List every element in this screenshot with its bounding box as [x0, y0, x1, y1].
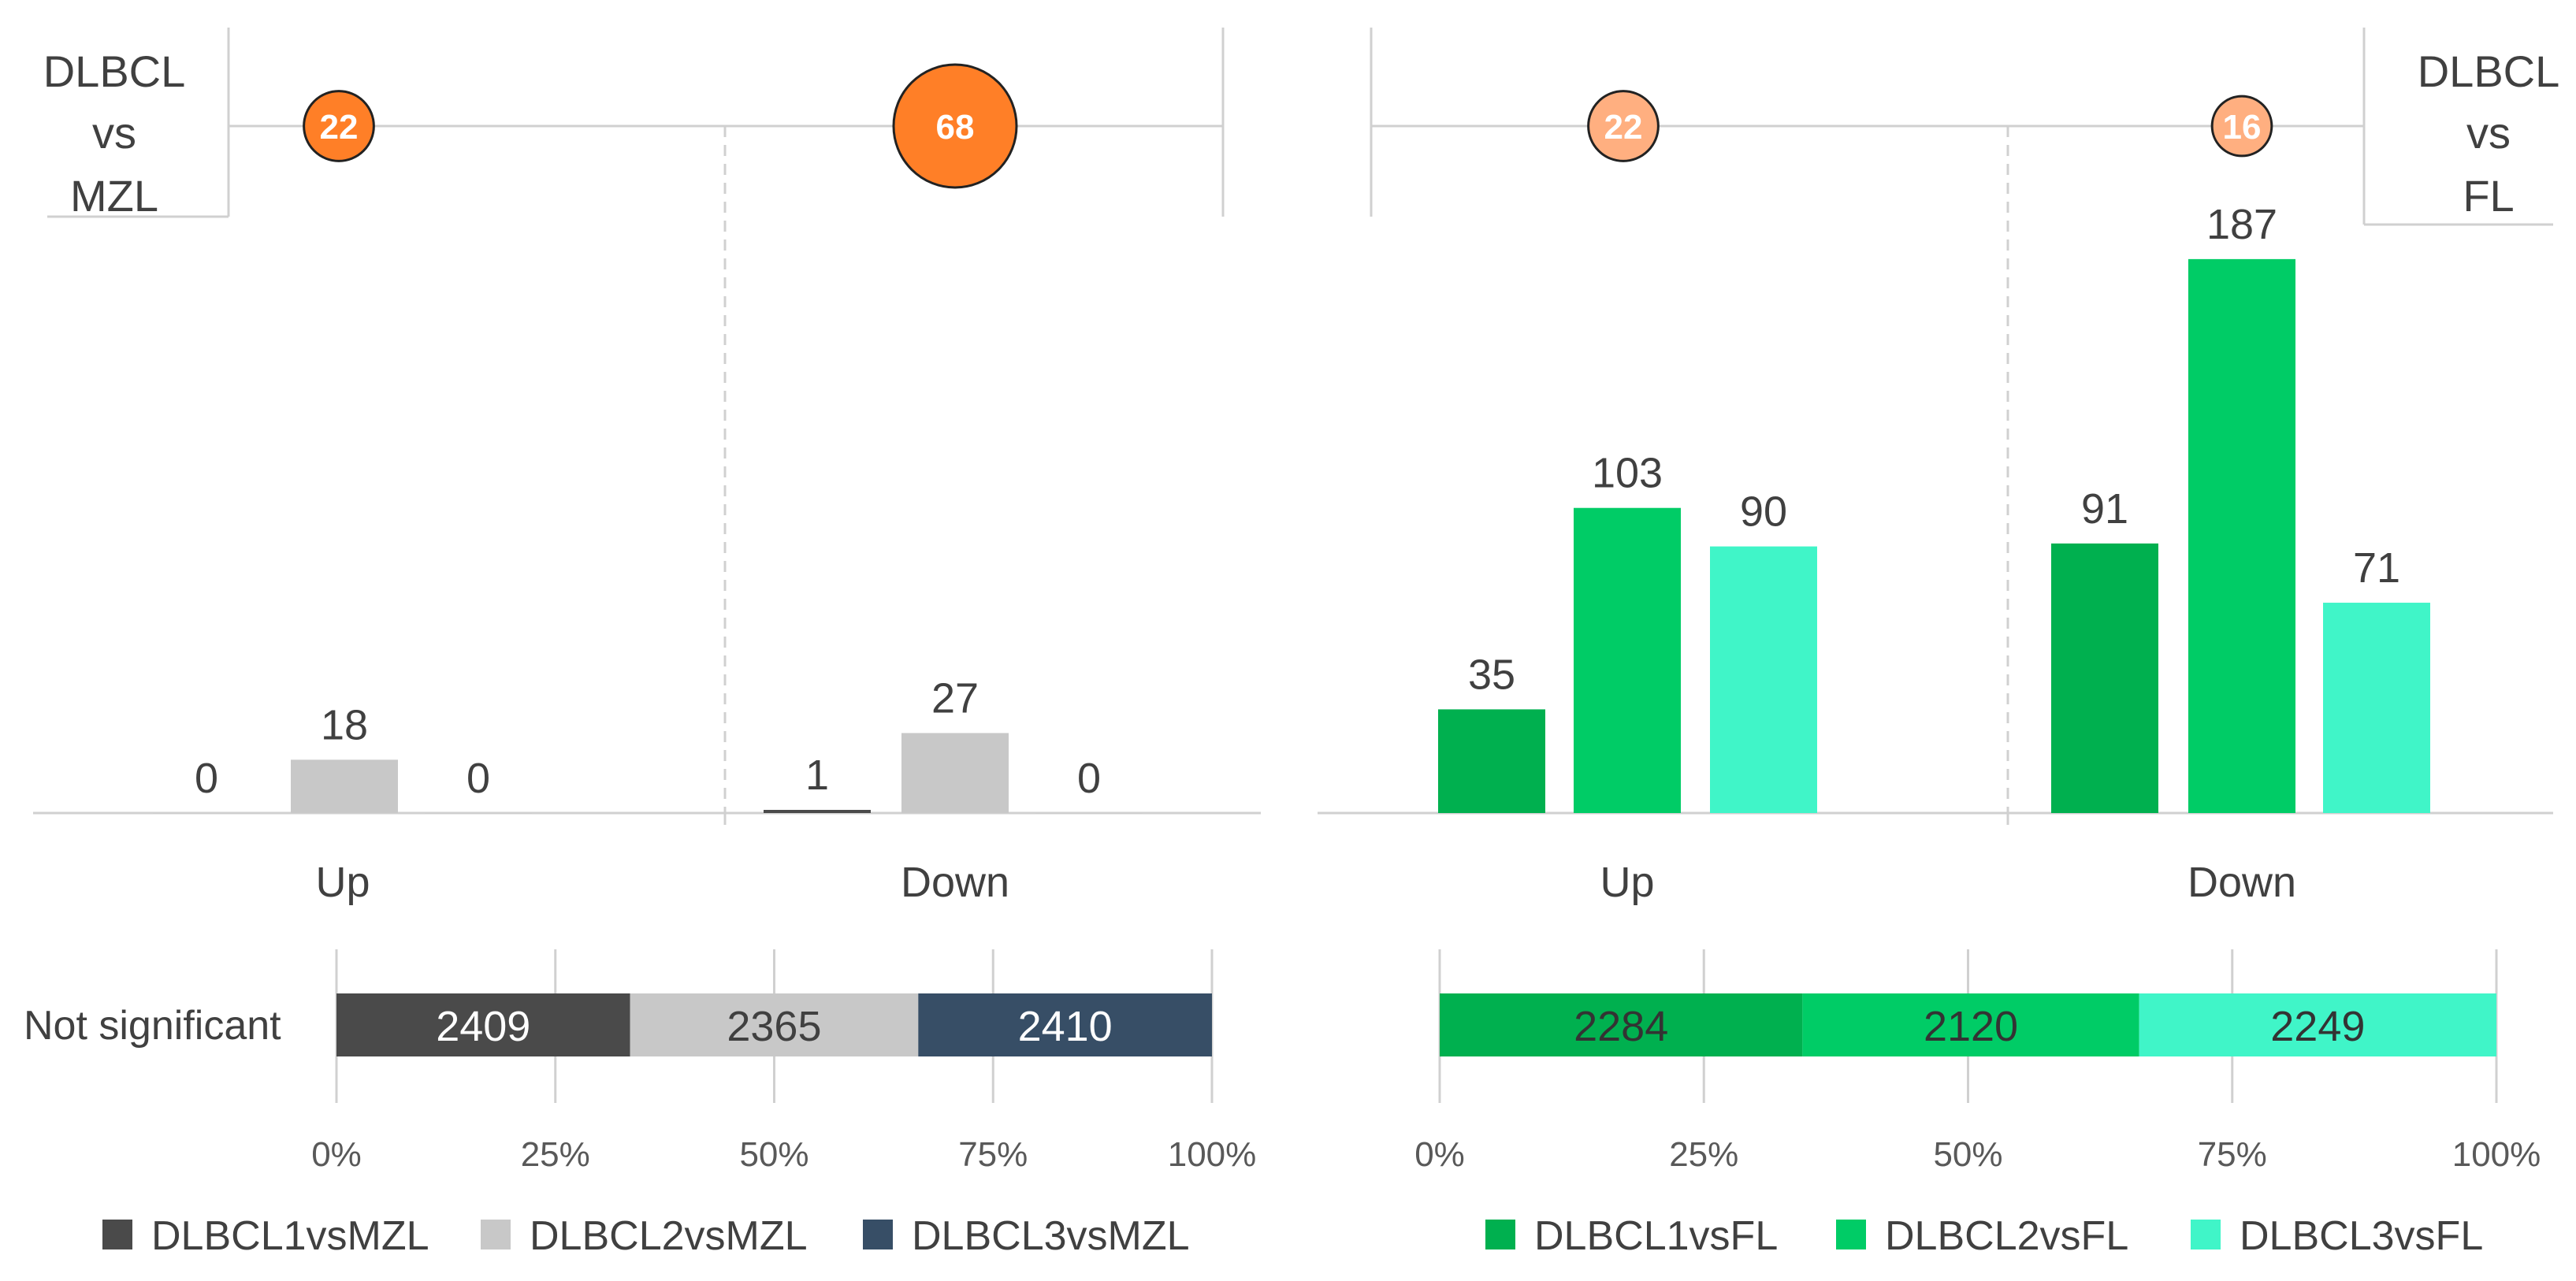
bar-0-down-dlbcl1vsmzl-sliver — [764, 810, 871, 813]
legend-swatch-right-2 — [2191, 1220, 2221, 1249]
bar-value-label-1-up-1: 103 — [1592, 450, 1663, 497]
category-label-1-down: Down — [2188, 859, 2296, 906]
bar-1-down-dlbcl2vsfl — [2188, 258, 2295, 813]
stack-xtick-right-0: 0% — [1414, 1135, 1465, 1174]
stack-segment-right-dlbcl3vsfl — [2139, 993, 2496, 1056]
bar-value-label-1-up-2: 90 — [1740, 488, 1787, 536]
legend-swatch-left-0 — [102, 1220, 132, 1249]
bar-value-label-1-down-1: 187 — [2206, 201, 2277, 248]
comparison-label-line-1-0: DLBCL — [2418, 46, 2560, 96]
labels-layer: DLBCL vs MZL 22 68 DLBCL vs FL 22 16 0 18 0 Up 1 27 0 Dow… — [24, 46, 2559, 1259]
stack-value-label-right-1: 2120 — [1924, 1003, 2018, 1050]
bar-1-down-dlbcl3vsfl — [2323, 603, 2430, 813]
legend-swatch-right-0 — [1485, 1220, 1515, 1249]
stack-xtick-right-1: 25% — [1669, 1135, 1738, 1174]
comparison-label-line-1-1: vs — [2466, 108, 2511, 158]
bar-1-up-dlbcl3vsfl — [1710, 546, 1817, 813]
bubble-value-1-up: 22 — [1604, 108, 1643, 147]
legend-label-left-0: DLBCL1vsMZL — [151, 1213, 429, 1259]
comparison-label-line-0-2: MZL — [70, 171, 158, 221]
stack-xtick-right-4: 100% — [2452, 1135, 2541, 1174]
stack-value-label-left-0: 2409 — [436, 1003, 530, 1050]
legend-label-left-1: DLBCL2vsMZL — [530, 1213, 808, 1259]
bar-value-label-1-up-0: 35 — [1468, 651, 1515, 698]
bar-value-label-1-down-0: 91 — [2081, 485, 2128, 533]
stack-segment-left-dlbcl3vsmzl — [918, 993, 1212, 1056]
stack-value-label-left-2: 2410 — [1018, 1003, 1113, 1050]
bubble-1-up — [1587, 90, 1660, 162]
bar-value-label-0-up-2: 0 — [467, 755, 490, 802]
legend-label-right-2: DLBCL3vsFL — [2240, 1213, 2483, 1259]
stack-xtick-left-3: 75% — [958, 1135, 1028, 1174]
bar-1-down-dlbcl1vsfl — [2051, 543, 2158, 813]
bar-0-down-dlbcl2vsmzl — [901, 733, 1009, 813]
legend-swatch-right-1 — [1836, 1220, 1866, 1249]
stack-value-label-right-0: 2284 — [1574, 1003, 1668, 1050]
bubble-0-down — [892, 63, 1018, 189]
legend-swatch-left-1 — [481, 1220, 511, 1249]
bar-value-label-0-down-2: 0 — [1077, 755, 1101, 802]
bar-value-label-1-down-2: 71 — [2353, 544, 2400, 592]
bar-value-label-0-up-0: 0 — [195, 755, 218, 802]
stack-xtick-left-1: 25% — [521, 1135, 590, 1174]
stack-segment-left-dlbcl2vsmzl — [630, 993, 919, 1056]
bubble-value-1-down: 16 — [2223, 108, 2262, 147]
axis-lines-layer — [33, 28, 2553, 1103]
category-label-0-down: Down — [901, 859, 1009, 906]
comparison-label-line-1-2: FL — [2463, 171, 2514, 221]
bubble-value-0-down: 68 — [936, 108, 975, 147]
bar-0-up-dlbcl2vsmzl — [291, 759, 398, 813]
stack-segment-left-dlbcl1vsmzl — [336, 993, 630, 1056]
bar-value-label-0-down-1: 27 — [931, 674, 979, 722]
legend-label-right-1: DLBCL2vsFL — [1885, 1213, 2128, 1259]
category-label-1-up: Up — [1600, 859, 1654, 906]
bar-1-up-dlbcl2vsfl — [1574, 507, 1681, 813]
stack-xtick-right-3: 75% — [2198, 1135, 2267, 1174]
legend-swatch-left-2 — [863, 1220, 893, 1249]
stack-xtick-left-4: 100% — [1168, 1135, 1257, 1174]
marks-layer — [102, 63, 2496, 1249]
stack-segment-right-dlbcl1vsfl — [1440, 993, 1803, 1056]
bar-value-label-0-up-1: 18 — [321, 701, 368, 748]
bar-value-label-0-down-0: 1 — [805, 752, 829, 799]
comparison-label-line-0-0: DLBCL — [43, 46, 186, 96]
stack-xtick-left-0: 0% — [311, 1135, 362, 1174]
bubble-1-down — [2210, 95, 2273, 158]
bar-1-up-dlbcl1vsfl — [1438, 709, 1545, 813]
category-label-0-up: Up — [315, 859, 370, 906]
stack-value-label-left-1: 2365 — [727, 1003, 821, 1050]
legend-label-right-0: DLBCL1vsFL — [1534, 1213, 1778, 1259]
stack-value-label-right-2: 2249 — [2270, 1003, 2365, 1050]
legend-label-left-2: DLBCL3vsMZL — [912, 1213, 1190, 1259]
bubble-value-0-up: 22 — [320, 108, 359, 147]
bubble-0-up — [303, 90, 375, 162]
stack-category-label-left: Not significant — [24, 1003, 281, 1049]
comparison-label-line-0-1: vs — [92, 108, 136, 158]
stack-xtick-left-2: 50% — [739, 1135, 808, 1174]
stack-xtick-right-2: 50% — [1933, 1135, 2002, 1174]
stack-segment-right-dlbcl2vsfl — [1802, 993, 2139, 1056]
